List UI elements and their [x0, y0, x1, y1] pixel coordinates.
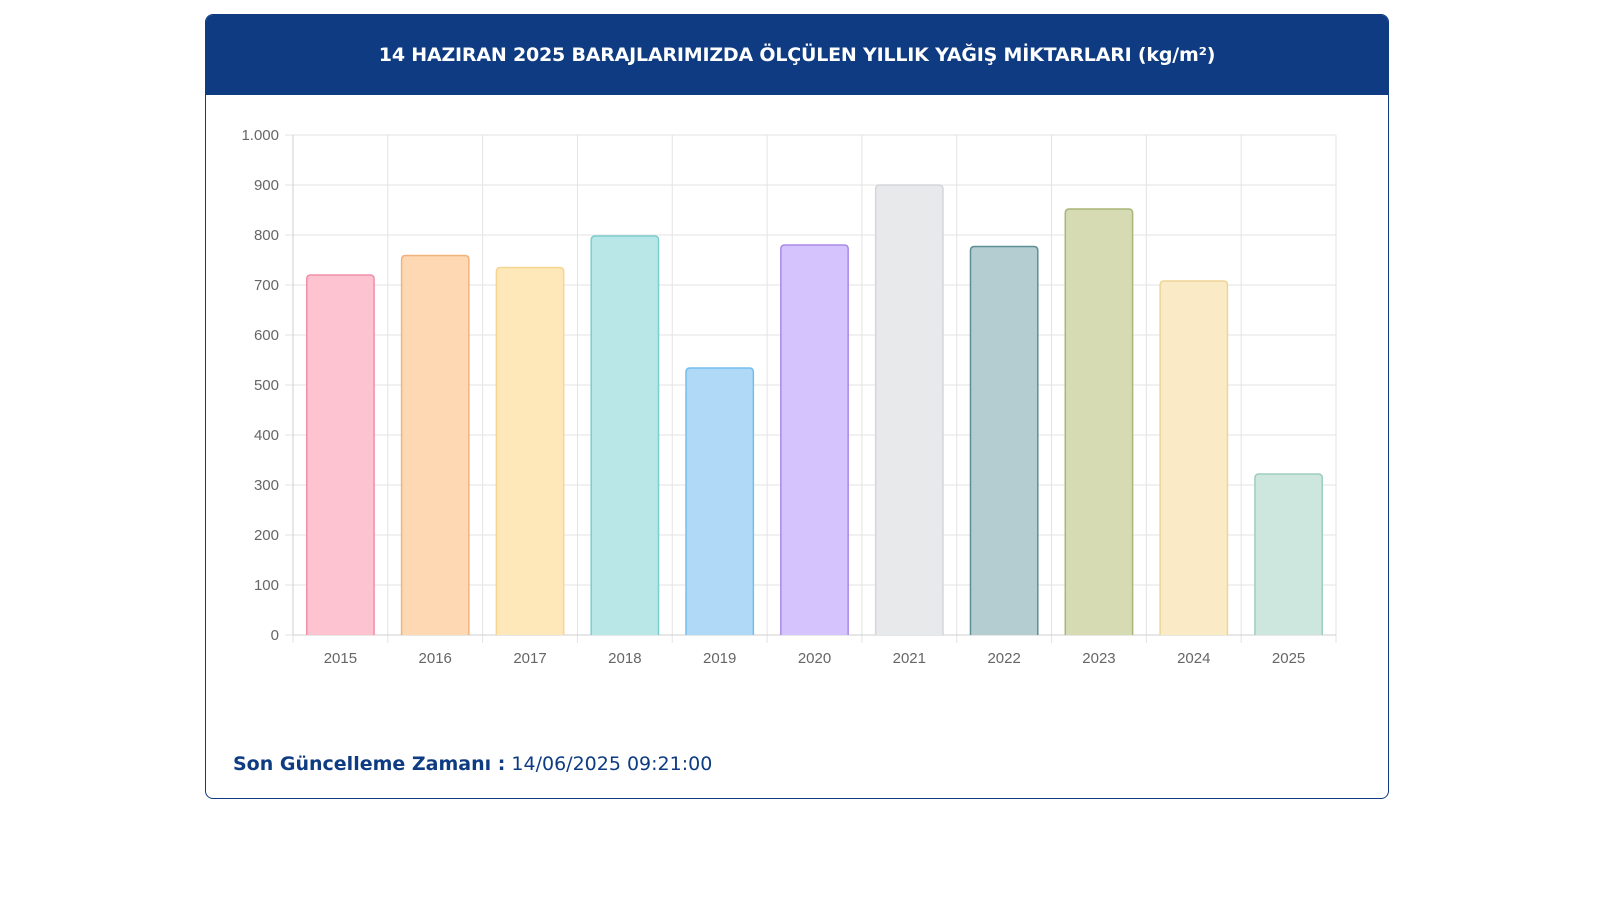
x-tick-label: 2018: [608, 650, 641, 667]
x-tick-label: 2019: [703, 650, 736, 667]
last-updated-value: 14/06/2025 09:21:00: [511, 753, 713, 775]
y-tick-label: 800: [254, 227, 279, 244]
x-tick-label: 2021: [893, 650, 926, 667]
x-tick-label: 2017: [513, 650, 546, 667]
bar-2024: [1159, 280, 1229, 635]
x-tick-label: 2024: [1177, 650, 1210, 667]
card-header: 14 HAZIRAN 2025 BARAJLARIMIZDA ÖLÇÜLEN Y…: [206, 15, 1388, 95]
bar-2019: [685, 367, 755, 635]
y-tick-label: 300: [254, 477, 279, 494]
x-tick-label: 2022: [987, 650, 1020, 667]
bar-2025: [1254, 473, 1323, 635]
bar-2017: [495, 266, 565, 635]
y-tick-label: 600: [254, 327, 279, 344]
x-tick-label: 2020: [798, 650, 831, 667]
y-tick-label: 400: [254, 427, 279, 444]
bar-2020: [780, 244, 849, 635]
bar-2018: [590, 235, 660, 635]
bar-2022: [969, 245, 1039, 635]
x-tick-label: 2023: [1082, 650, 1115, 667]
chart-svg: 0 100 200 300 400 500 600 700 800 900 1.000 2015 201…: [241, 127, 1337, 667]
chart-title: 14 HAZIRAN 2025 BARAJLARIMIZDA ÖLÇÜLEN Y…: [378, 44, 1216, 66]
bar-2016: [400, 254, 470, 635]
y-tick-label: 200: [254, 527, 279, 544]
bar-2021: [874, 184, 944, 635]
bar-2023: [1064, 208, 1134, 635]
last-updated-label: Son Güncelleme Zamanı :: [233, 753, 506, 775]
y-tick-label: 700: [254, 277, 279, 294]
bar-2015: [305, 274, 375, 635]
y-tick-label: 100: [254, 577, 279, 594]
bar-chart: 0 100 200 300 400 500 600 700 800 900 1.000 2015 201…: [206, 95, 1388, 695]
rainfall-card: 14 HAZIRAN 2025 BARAJLARIMIZDA ÖLÇÜLEN Y…: [205, 14, 1389, 799]
y-tick-label: 900: [254, 177, 279, 194]
x-tick-label: 2016: [419, 650, 452, 667]
y-tick-label: 1.000: [241, 127, 279, 144]
y-tick-label: 0: [271, 627, 279, 644]
y-tick-label: 500: [254, 377, 279, 394]
x-tick-label: 2025: [1272, 650, 1305, 667]
x-tick-label: 2015: [324, 650, 357, 667]
last-updated: Son Güncelleme Zamanı : 14/06/2025 09:21…: [233, 753, 712, 775]
